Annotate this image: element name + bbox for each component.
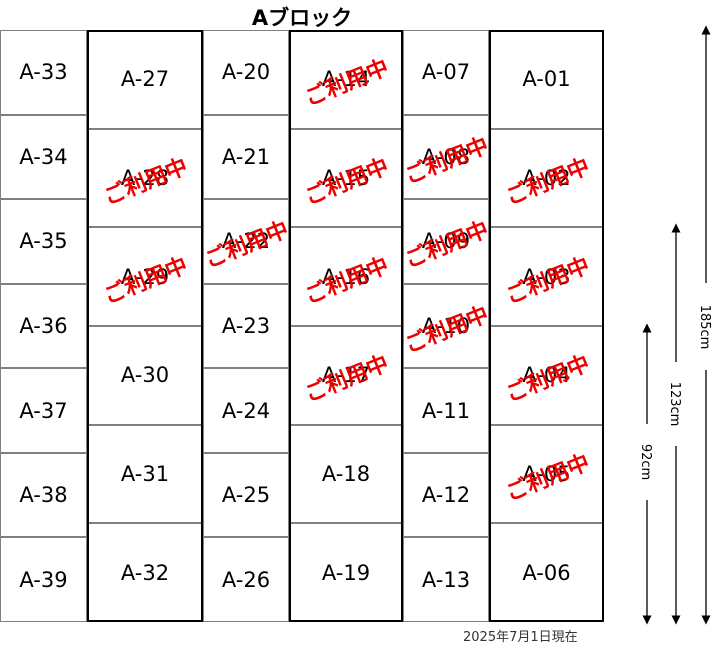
locker-a-04[interactable]: A-04 <box>489 326 604 425</box>
as-of-date: 2025年7月1日現在 <box>463 630 578 645</box>
locker-a-23[interactable]: A-23 <box>203 283 289 369</box>
locker-a-08[interactable]: A-08 <box>403 114 489 200</box>
locker-a-20[interactable]: A-20 <box>203 30 289 115</box>
locker-a-37[interactable]: A-37 <box>0 368 87 453</box>
locker-a-38[interactable]: A-38 <box>0 452 87 538</box>
block-title: Aブロック <box>251 6 353 30</box>
locker-a-12[interactable]: A-12 <box>403 452 489 538</box>
locker-a-24[interactable]: A-24 <box>203 368 289 453</box>
dimension-185: 185cm <box>697 25 712 625</box>
locker-a-07[interactable]: A-07 <box>403 30 489 115</box>
dimension-92: 92cm <box>638 323 653 625</box>
locker-a-26[interactable]: A-26 <box>203 537 289 622</box>
locker-a-21[interactable]: A-21 <box>203 114 289 200</box>
locker-a-29[interactable]: A-29 <box>87 227 203 326</box>
dimension-123: 123cm <box>667 223 682 625</box>
locker-a-35[interactable]: A-35 <box>0 199 87 284</box>
dimension-123-label: 123cm <box>667 382 682 427</box>
locker-a-11[interactable]: A-11 <box>403 368 489 453</box>
locker-a-13[interactable]: A-13 <box>403 537 489 622</box>
locker-a-09[interactable]: A-09 <box>403 199 489 284</box>
locker-a-34[interactable]: A-34 <box>0 114 87 200</box>
dimension-92-label: 92cm <box>638 444 653 480</box>
locker-a-10[interactable]: A-10 <box>403 283 489 369</box>
locker-a-22[interactable]: A-22 <box>203 199 289 284</box>
locker-a-36[interactable]: A-36 <box>0 283 87 369</box>
locker-a-33[interactable]: A-33 <box>0 30 87 115</box>
locker-a-25[interactable]: A-25 <box>203 452 289 538</box>
locker-a-39[interactable]: A-39 <box>0 537 87 622</box>
dimension-185-label: 185cm <box>697 305 712 350</box>
